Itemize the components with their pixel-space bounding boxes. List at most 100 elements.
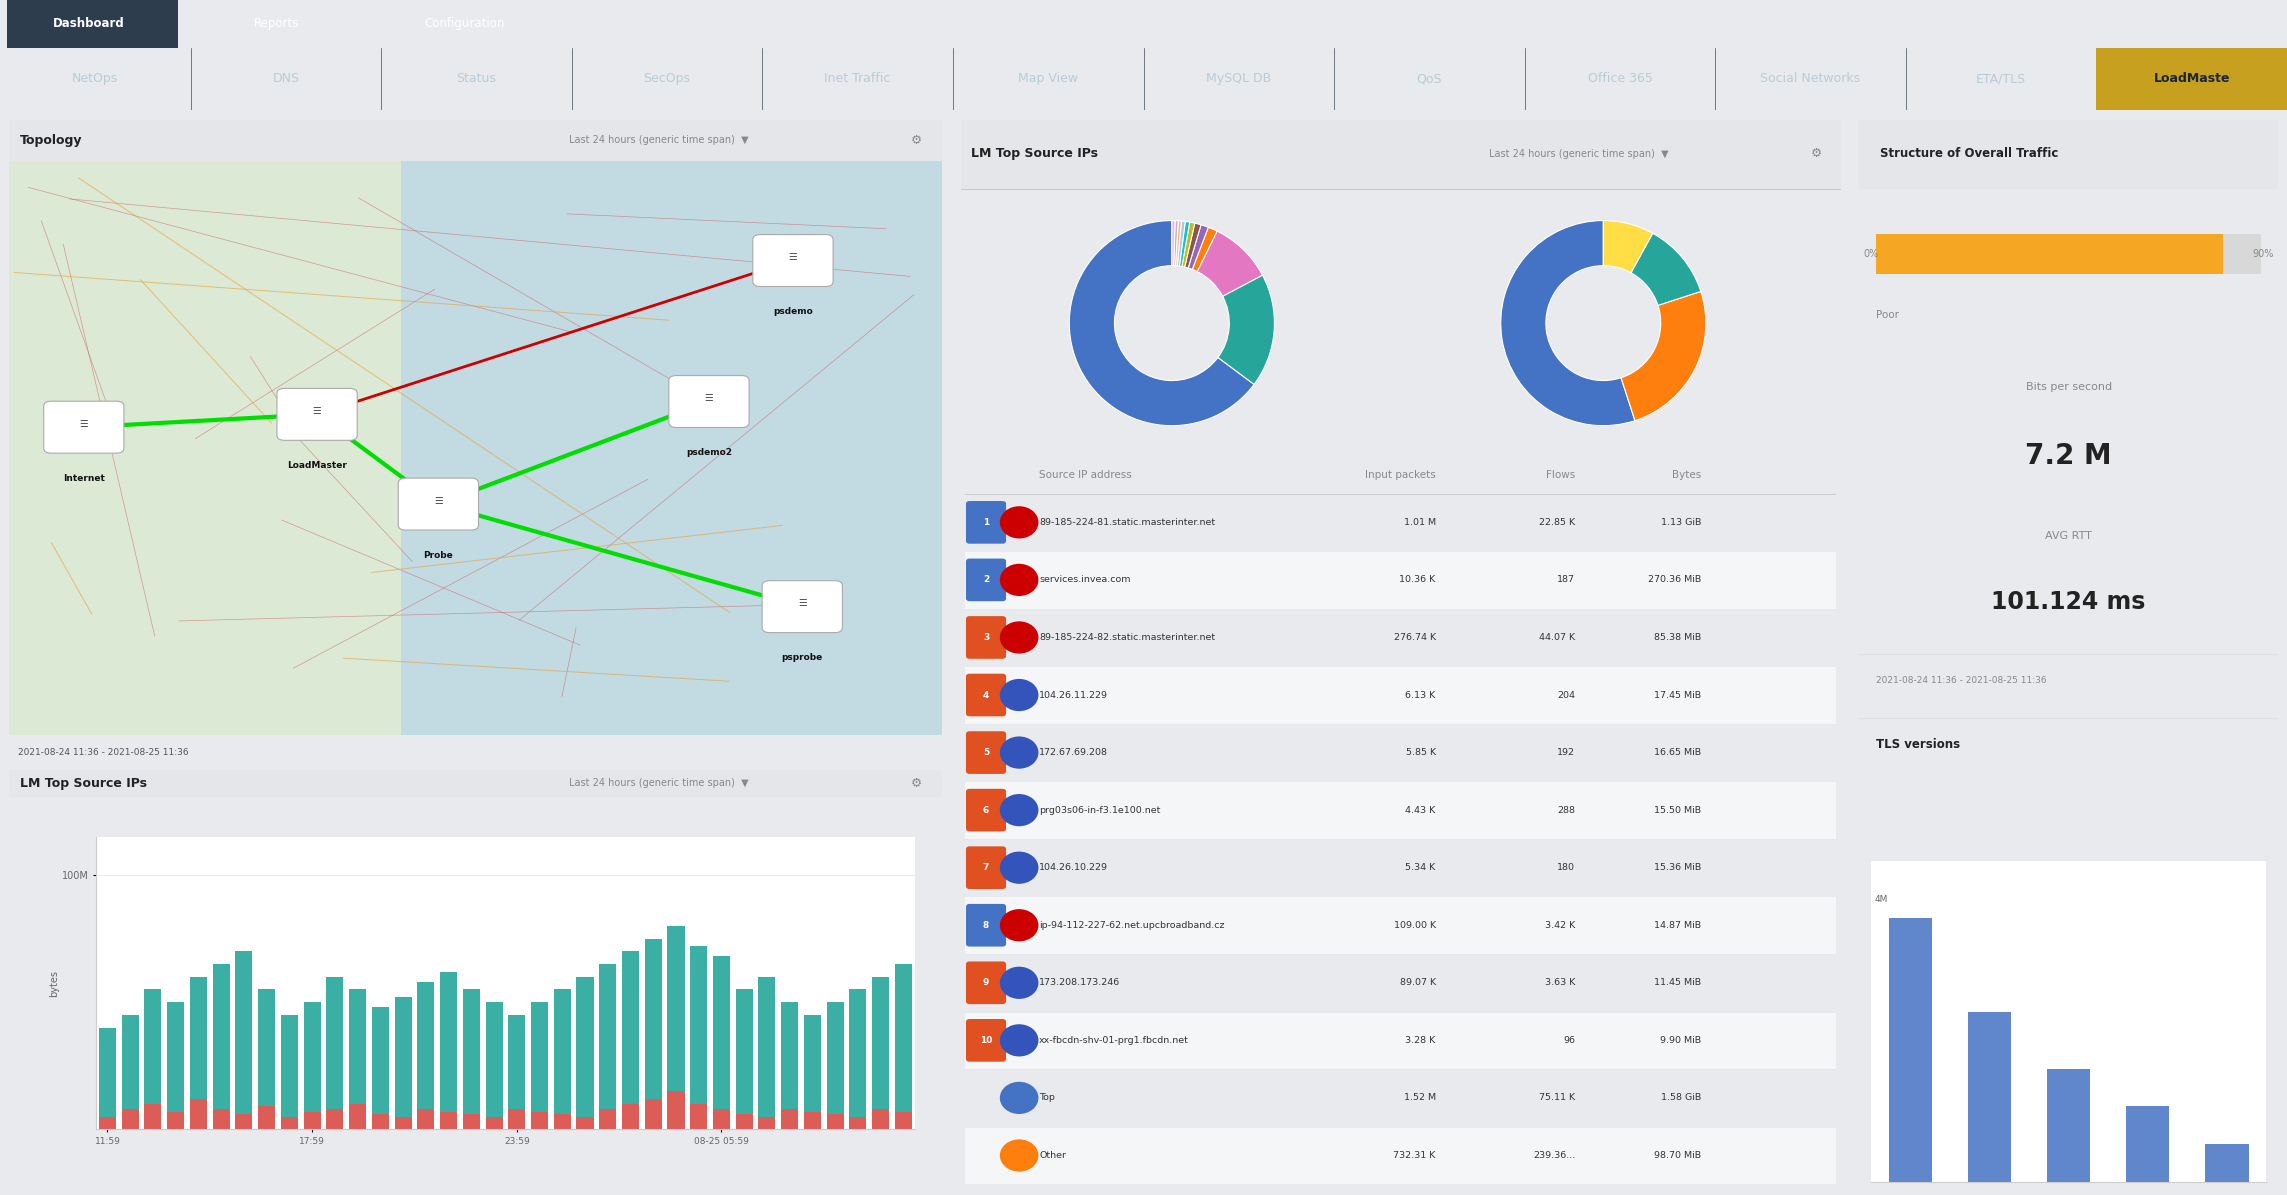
Text: 270.36 MiB: 270.36 MiB bbox=[1649, 576, 1702, 584]
Bar bbox=[416, 982, 435, 1129]
Text: LM Top Source IPs: LM Top Source IPs bbox=[972, 147, 1098, 160]
FancyBboxPatch shape bbox=[965, 962, 1006, 1004]
Text: 17.45 MiB: 17.45 MiB bbox=[1654, 691, 1702, 699]
Bar bbox=[1875, 234, 2223, 275]
Text: Probe: Probe bbox=[423, 551, 453, 559]
Text: 172.67.69.208: 172.67.69.208 bbox=[1038, 748, 1109, 758]
Text: psprobe: psprobe bbox=[782, 654, 823, 662]
Bar bbox=[826, 1114, 844, 1129]
FancyBboxPatch shape bbox=[965, 1019, 1006, 1061]
Text: 101.124 ms: 101.124 ms bbox=[1992, 590, 2145, 614]
Bar bbox=[1967, 1012, 2010, 1182]
Text: 192: 192 bbox=[1557, 748, 1576, 758]
Text: SecOps: SecOps bbox=[643, 73, 691, 85]
Wedge shape bbox=[1219, 275, 1274, 385]
Text: Bytes: Bytes bbox=[1672, 471, 1702, 480]
Bar bbox=[714, 956, 730, 1129]
Text: 2021-08-24 11:36 - 2021-08-25 11:36: 2021-08-24 11:36 - 2021-08-25 11:36 bbox=[1875, 676, 2047, 685]
Text: 1.52 M: 1.52 M bbox=[1404, 1093, 1436, 1103]
FancyBboxPatch shape bbox=[965, 846, 1006, 889]
Text: 89.07 K: 89.07 K bbox=[1400, 979, 1436, 987]
Circle shape bbox=[999, 793, 1038, 826]
Text: 104.26.11.229: 104.26.11.229 bbox=[1038, 691, 1109, 699]
FancyBboxPatch shape bbox=[43, 402, 123, 453]
Text: Map View: Map View bbox=[1018, 73, 1077, 85]
Circle shape bbox=[999, 564, 1038, 596]
Text: 16.65 MiB: 16.65 MiB bbox=[1654, 748, 1702, 758]
Text: 187: 187 bbox=[1557, 576, 1576, 584]
Bar bbox=[871, 976, 890, 1129]
Bar bbox=[894, 964, 913, 1129]
Text: Status: Status bbox=[457, 73, 496, 85]
Text: Structure of Overall Traffic: Structure of Overall Traffic bbox=[1880, 147, 2058, 160]
Bar bbox=[462, 989, 480, 1129]
Bar bbox=[98, 1116, 117, 1129]
Bar bbox=[1875, 234, 2262, 275]
Bar bbox=[576, 1116, 595, 1129]
Text: 5.34 K: 5.34 K bbox=[1407, 863, 1436, 872]
Bar bbox=[400, 161, 942, 735]
Circle shape bbox=[999, 967, 1038, 999]
Text: Other: Other bbox=[1038, 1151, 1066, 1160]
Bar bbox=[668, 1091, 684, 1129]
Wedge shape bbox=[1171, 221, 1176, 265]
Bar bbox=[871, 1109, 890, 1129]
Bar bbox=[645, 938, 661, 1129]
Bar bbox=[714, 1109, 730, 1129]
Wedge shape bbox=[1196, 231, 1262, 296]
Text: 173.208.173.246: 173.208.173.246 bbox=[1038, 979, 1121, 987]
Text: 2021-08-24 11:36 - 2021-08-25 11:36: 2021-08-24 11:36 - 2021-08-25 11:36 bbox=[18, 748, 190, 758]
Bar bbox=[213, 964, 229, 1129]
Bar bbox=[304, 1111, 320, 1129]
Bar bbox=[2205, 1144, 2248, 1182]
Bar bbox=[236, 1114, 252, 1129]
Text: 6.13 K: 6.13 K bbox=[1407, 691, 1436, 699]
Circle shape bbox=[999, 1081, 1038, 1114]
Bar bbox=[98, 1028, 117, 1129]
Bar bbox=[599, 964, 615, 1129]
Text: ☰: ☰ bbox=[789, 252, 798, 263]
Text: prg03s06-in-f3.1e100.net: prg03s06-in-f3.1e100.net bbox=[1038, 805, 1160, 815]
Bar bbox=[2047, 1068, 2090, 1182]
Text: 288: 288 bbox=[1557, 805, 1576, 815]
Bar bbox=[258, 1107, 274, 1129]
Bar bbox=[553, 1114, 572, 1129]
Text: AVG RTT: AVG RTT bbox=[2045, 531, 2093, 541]
Text: Dashboard: Dashboard bbox=[53, 18, 126, 30]
Text: 98.70 MiB: 98.70 MiB bbox=[1654, 1151, 1702, 1160]
Text: Input packets: Input packets bbox=[1365, 471, 1436, 480]
Bar bbox=[965, 1012, 1836, 1070]
Bar bbox=[622, 1104, 638, 1129]
Text: QoS: QoS bbox=[1416, 73, 1443, 85]
Bar bbox=[2097, 48, 2287, 110]
Text: Poor: Poor bbox=[1875, 310, 1898, 320]
Text: 10: 10 bbox=[979, 1036, 993, 1044]
Bar bbox=[805, 1015, 821, 1129]
FancyBboxPatch shape bbox=[762, 581, 842, 632]
Text: 9: 9 bbox=[983, 979, 990, 987]
Bar bbox=[805, 1111, 821, 1129]
Circle shape bbox=[999, 909, 1038, 942]
Text: 15.50 MiB: 15.50 MiB bbox=[1654, 805, 1702, 815]
Bar bbox=[121, 1109, 140, 1129]
Text: Reports: Reports bbox=[254, 18, 300, 30]
Bar bbox=[531, 1111, 549, 1129]
Text: LoadMaste: LoadMaste bbox=[2154, 73, 2230, 85]
Bar bbox=[782, 1003, 798, 1129]
FancyBboxPatch shape bbox=[277, 388, 357, 440]
Bar bbox=[167, 1003, 185, 1129]
Text: 11.45 MiB: 11.45 MiB bbox=[1654, 979, 1702, 987]
Text: Internet: Internet bbox=[62, 473, 105, 483]
Text: 204: 204 bbox=[1557, 691, 1576, 699]
Text: Flows: Flows bbox=[1546, 471, 1576, 480]
Bar bbox=[508, 1109, 526, 1129]
Text: 3.42 K: 3.42 K bbox=[1544, 920, 1576, 930]
Bar bbox=[327, 976, 343, 1129]
Bar bbox=[396, 997, 412, 1129]
Wedge shape bbox=[1185, 223, 1201, 268]
Bar bbox=[961, 120, 1841, 189]
Bar bbox=[553, 989, 572, 1129]
FancyBboxPatch shape bbox=[965, 617, 1006, 658]
Wedge shape bbox=[1178, 221, 1185, 266]
Bar bbox=[965, 1127, 1836, 1184]
